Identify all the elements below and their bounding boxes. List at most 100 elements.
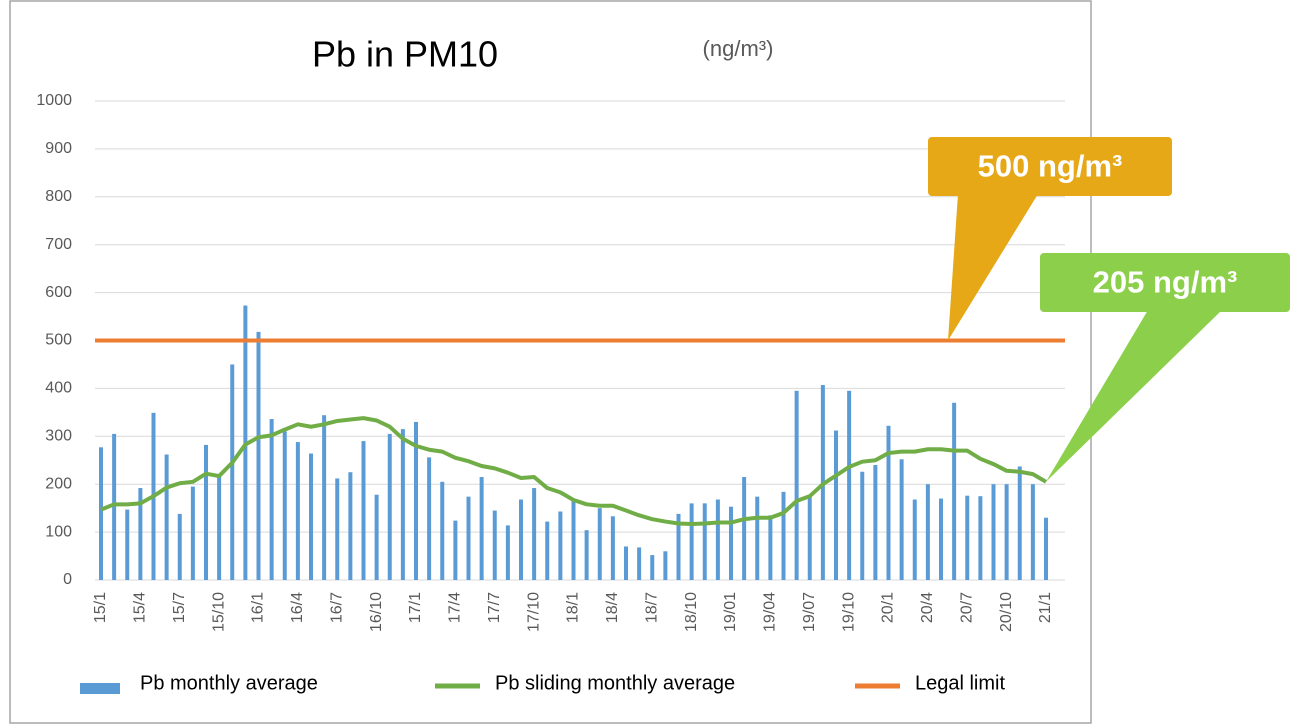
legend-label: Pb monthly average: [140, 672, 318, 694]
bar: [637, 547, 642, 580]
bar: [978, 496, 983, 580]
y-tick-label: 1000: [36, 92, 72, 109]
bar: [768, 515, 773, 580]
x-tick-label: 16/1: [250, 592, 267, 623]
bar: [650, 555, 655, 580]
bar: [1017, 466, 1022, 580]
y-tick-label: 0: [63, 571, 72, 588]
bar: [663, 551, 668, 580]
bar: [939, 498, 943, 580]
x-tick-label: 17/1: [407, 592, 424, 623]
bar: [952, 402, 957, 580]
bar: [125, 509, 130, 580]
bar: [322, 415, 327, 580]
bar: [860, 471, 865, 580]
bar: [729, 506, 733, 580]
x-tick-label: 16/10: [368, 592, 385, 632]
bar: [361, 441, 366, 580]
x-tick-label: 19/10: [840, 592, 857, 632]
legend-label: Pb sliding monthly average: [495, 672, 735, 694]
x-tick-label: 15/7: [171, 592, 188, 623]
bar: [571, 499, 576, 580]
unit-label: (ng/m³): [703, 36, 774, 61]
bar: [689, 503, 694, 580]
bar: [400, 429, 405, 580]
bar: [715, 499, 720, 580]
bar: [545, 521, 550, 580]
bar: [847, 390, 852, 580]
legend-label: Legal limit: [915, 672, 1005, 694]
bar: [414, 421, 418, 580]
bar: [387, 433, 392, 580]
y-tick-label: 900: [45, 140, 72, 157]
x-tick-label: 18/10: [683, 592, 700, 632]
bar: [558, 511, 563, 580]
bar: [991, 484, 996, 580]
x-tick-label: 20/10: [998, 592, 1015, 632]
x-tick-label: 20/4: [919, 592, 936, 623]
bar: [899, 459, 904, 580]
bar: [335, 478, 340, 580]
x-tick-label: 17/4: [447, 592, 464, 623]
x-tick-label: 18/7: [643, 592, 660, 623]
x-tick-label: 17/7: [486, 592, 503, 623]
chart-border: [9, 0, 1092, 724]
bar: [138, 488, 143, 580]
bar: [453, 520, 458, 580]
callout-pointer: [948, 194, 1038, 341]
y-tick-label: 800: [45, 188, 72, 205]
y-tick-label: 300: [45, 428, 72, 445]
bar: [217, 474, 222, 580]
y-tick-label: 200: [45, 475, 72, 492]
bar: [742, 477, 747, 580]
bar: [295, 442, 300, 580]
bar: [190, 486, 195, 580]
bar: [702, 503, 707, 580]
x-tick-label: 20/7: [958, 592, 975, 623]
bar: [256, 331, 261, 580]
x-tick-label: 19/07: [801, 592, 818, 632]
bar: [466, 496, 471, 580]
bar: [177, 513, 182, 580]
legend-swatch: [80, 683, 120, 694]
bar: [479, 477, 484, 580]
bar: [886, 425, 891, 580]
bar: [282, 431, 287, 580]
bar: [519, 499, 523, 580]
x-tick-label: 18/4: [604, 592, 621, 623]
bar: [440, 481, 445, 580]
bar: [584, 530, 589, 580]
callout-text: 205 ng/m³: [1093, 265, 1238, 300]
x-tick-label: 19/04: [762, 592, 779, 632]
callout-box: [1040, 253, 1290, 312]
y-tick-label: 700: [45, 236, 72, 253]
x-tick-label: 16/4: [289, 592, 306, 623]
x-tick-label: 19/01: [722, 592, 739, 632]
callout-text: 500 ng/m³: [978, 149, 1123, 184]
bar: [427, 457, 432, 580]
x-tick-label: 21/1: [1037, 592, 1054, 623]
bar: [112, 433, 117, 580]
bar: [624, 546, 628, 580]
bar: [164, 454, 169, 580]
bar: [309, 453, 313, 580]
x-tick-label: 20/1: [880, 592, 897, 623]
bar: [99, 447, 103, 580]
bar: [781, 491, 786, 580]
bar: [204, 444, 208, 580]
callout-box: [928, 137, 1172, 196]
bar: [1004, 484, 1009, 580]
bar: [807, 496, 812, 580]
bar: [794, 390, 799, 580]
x-tick-label: 18/1: [565, 592, 582, 623]
bar: [230, 364, 235, 580]
y-tick-label: 500: [45, 332, 72, 349]
y-tick-label: 100: [45, 523, 72, 540]
chart-title: Pb in PM10: [312, 34, 498, 75]
x-tick-label: 16/7: [328, 592, 345, 623]
bar: [610, 516, 615, 580]
bar: [1044, 517, 1048, 580]
bar: [269, 419, 274, 580]
